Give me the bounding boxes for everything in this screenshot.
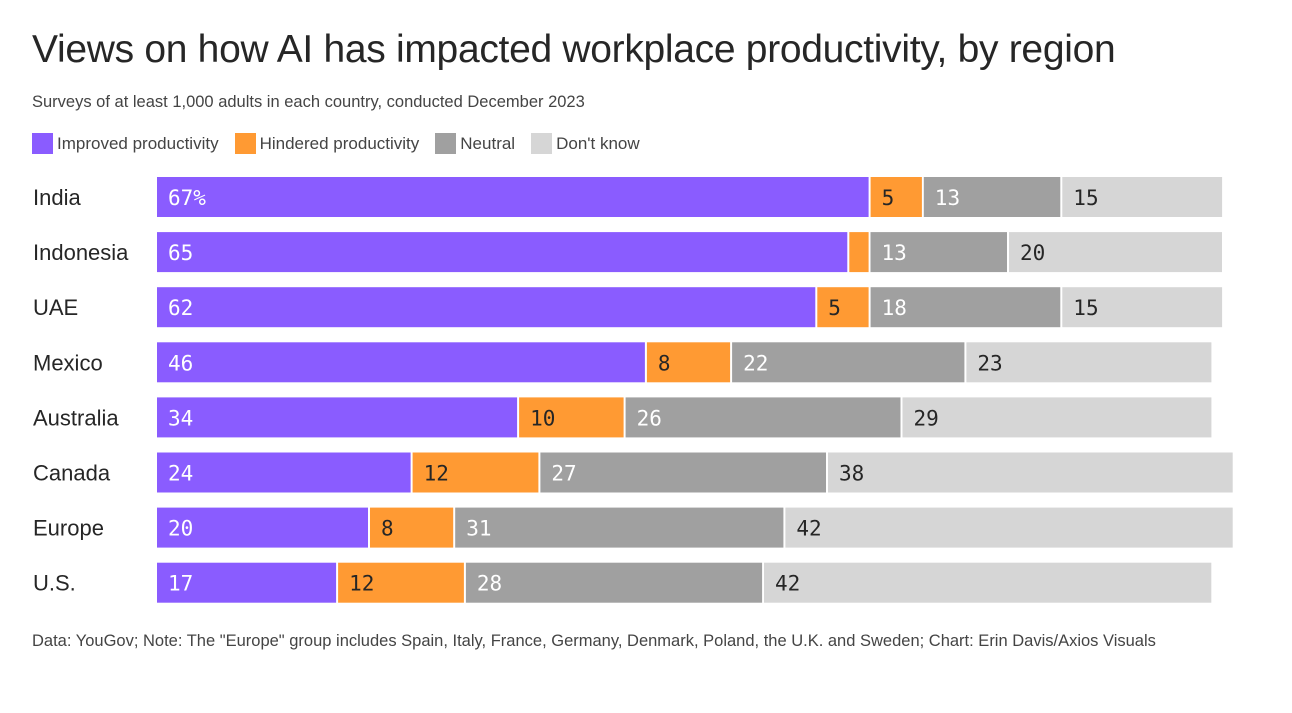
value-label-neutral-u-s: 28 [477, 572, 502, 596]
value-label-neutral-indonesia: 13 [882, 241, 907, 265]
value-label-improved-mexico: 46 [168, 351, 193, 375]
legend-item-dont-know: Don't know [531, 133, 640, 154]
chart-footnote: Data: YouGov; Note: The "Europe" group i… [32, 632, 1156, 650]
value-label-neutral-australia: 26 [637, 406, 662, 430]
bar-neutral-canada [540, 452, 826, 493]
legend-label-dont-know: Don't know [556, 133, 640, 153]
bar-dont-know-india [1062, 177, 1223, 217]
value-label-dont-know-indonesia: 20 [1020, 241, 1045, 265]
bar-neutral-australia [625, 397, 901, 438]
legend-item-neutral: Neutral [435, 133, 515, 154]
region-label-indonesia: Indonesia [33, 240, 129, 265]
bar-neutral-mexico [732, 342, 965, 383]
legend-swatch-improved [32, 133, 53, 154]
value-label-neutral-europe: 31 [466, 517, 491, 541]
bar-hindered-indonesia [849, 232, 869, 273]
legend-label-hindered: Hindered productivity [259, 133, 420, 153]
bar-neutral-india [923, 177, 1061, 217]
bar-hindered-canada [412, 452, 539, 493]
region-label-uae: UAE [33, 295, 78, 320]
region-label-canada: Canada [33, 461, 111, 486]
region-label-australia: Australia [33, 405, 119, 430]
value-label-improved-australia: 34 [168, 406, 193, 430]
legend-swatch-hindered [234, 133, 256, 154]
legend-label-neutral: Neutral [460, 133, 516, 153]
value-label-improved-europe: 20 [168, 517, 193, 541]
value-label-improved-canada: 24 [168, 462, 193, 486]
bar-hindered-australia [519, 397, 624, 438]
legend-item-hindered: Hindered productivity [234, 133, 420, 154]
value-label-dont-know-mexico: 23 [977, 351, 1002, 375]
value-label-improved-u-s: 17 [168, 572, 193, 596]
value-label-improved-uae: 62 [168, 296, 193, 320]
value-label-dont-know-india: 15 [1073, 186, 1098, 210]
value-label-hindered-india: 5 [882, 186, 895, 210]
bar-improved-india [157, 177, 869, 217]
value-label-hindered-uae: 5 [828, 296, 841, 320]
bar-improved-indonesia [157, 232, 848, 273]
value-label-neutral-india: 13 [935, 186, 960, 210]
region-label-europe: Europe [33, 516, 104, 541]
bar-hindered-u-s [338, 562, 464, 603]
value-label-hindered-australia: 10 [530, 406, 555, 430]
value-label-hindered-canada: 12 [424, 462, 449, 486]
bar-neutral-uae [870, 287, 1061, 328]
value-label-neutral-uae: 18 [882, 296, 907, 320]
value-label-dont-know-australia: 29 [914, 406, 939, 430]
legend-swatch-neutral [435, 133, 457, 154]
bar-improved-canada [157, 452, 411, 493]
bar-dont-know-canada [828, 452, 1233, 493]
value-label-neutral-canada: 27 [551, 462, 576, 486]
bar-dont-know-uae [1062, 287, 1223, 328]
bar-neutral-indonesia [870, 232, 1007, 273]
region-label-u-s: U.S. [33, 571, 76, 596]
chart-subtitle: Surveys of at least 1,000 adults in each… [32, 93, 585, 111]
bar-neutral-u-s [465, 562, 763, 603]
bar-neutral-europe [455, 507, 784, 548]
bar-dont-know-europe [785, 507, 1233, 548]
bar-improved-europe [157, 507, 368, 548]
value-label-improved-indonesia: 65 [168, 241, 193, 265]
value-label-improved-india: 67% [168, 186, 206, 210]
value-label-dont-know-canada: 38 [839, 462, 864, 486]
legend-item-improved: Improved productivity [32, 133, 219, 154]
bar-improved-uae [157, 287, 816, 328]
bar-improved-australia [157, 397, 518, 438]
bar-dont-know-indonesia [1009, 232, 1222, 273]
bar-dont-know-u-s [764, 562, 1212, 603]
legend-label-improved: Improved productivity [57, 133, 219, 153]
bar-improved-mexico [157, 342, 645, 383]
value-label-hindered-mexico: 8 [658, 351, 671, 375]
region-label-mexico: Mexico [33, 350, 103, 375]
value-label-dont-know-u-s: 42 [775, 572, 800, 596]
bar-hindered-uae [817, 287, 869, 328]
value-label-dont-know-europe: 42 [796, 517, 821, 541]
value-label-dont-know-uae: 15 [1073, 296, 1098, 320]
bar-dont-know-australia [902, 397, 1212, 438]
legend-swatch-dont-know [531, 133, 553, 154]
region-label-india: India [33, 185, 81, 210]
value-label-hindered-u-s: 12 [349, 572, 374, 596]
bar-hindered-europe [370, 507, 454, 548]
bar-improved-u-s [157, 562, 337, 603]
chart-title: Views on how AI has impacted workplace p… [32, 28, 1116, 71]
bar-hindered-india [870, 177, 922, 217]
chart-legend: Improved productivity Hindered productiv… [32, 133, 656, 154]
bar-dont-know-mexico [966, 342, 1212, 383]
value-label-neutral-mexico: 22 [743, 351, 768, 375]
bar-hindered-mexico [646, 342, 731, 383]
value-label-hindered-europe: 8 [381, 517, 394, 541]
